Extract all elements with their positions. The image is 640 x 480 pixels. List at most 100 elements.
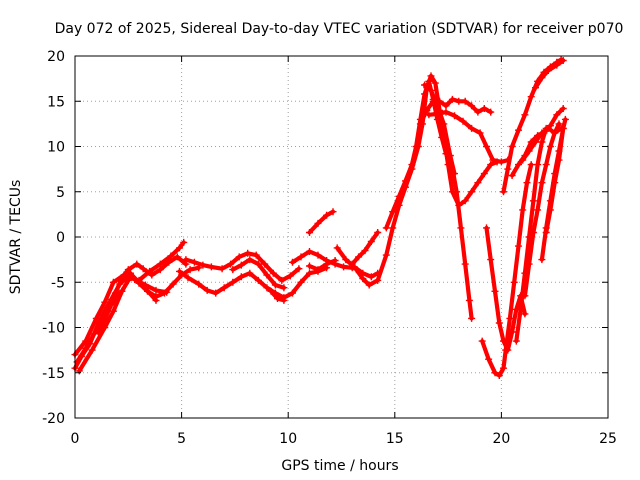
y-tick-label: -10 — [42, 321, 65, 337]
data-point-marker — [116, 280, 124, 288]
data-point-marker — [144, 287, 151, 295]
data-point-marker — [551, 129, 559, 137]
data-point-marker — [546, 143, 554, 150]
data-point-marker — [525, 147, 533, 155]
series-track-28 — [521, 120, 563, 300]
data-point-marker — [553, 61, 561, 69]
series-track-19 — [416, 95, 495, 128]
data-point-marker — [461, 97, 469, 105]
data-point-marker — [95, 329, 102, 337]
data-point-marker — [442, 102, 450, 110]
data-point-marker — [427, 72, 435, 80]
data-point-marker — [306, 248, 313, 255]
series-track-9 — [182, 249, 303, 284]
data-point-marker — [176, 244, 183, 252]
y-tick-label: 15 — [47, 94, 65, 110]
data-point-marker — [395, 192, 403, 200]
data-point-marker — [440, 120, 448, 128]
data-point-marker — [468, 124, 476, 132]
data-point-marker — [446, 152, 454, 160]
data-point-marker — [289, 258, 296, 266]
data-point-marker — [487, 256, 495, 264]
data-point-marker — [342, 256, 350, 264]
data-point-marker — [459, 117, 467, 125]
data-point-marker — [497, 158, 505, 166]
data-point-marker — [559, 124, 567, 132]
data-point-marker — [483, 224, 490, 232]
y-tick-label: 0 — [56, 230, 65, 246]
data-point-marker — [367, 238, 375, 245]
data-point-marker — [297, 253, 305, 261]
series-trace — [514, 126, 549, 344]
series-track-11 — [267, 287, 288, 304]
data-point-marker — [532, 138, 539, 146]
data-point-marker — [126, 269, 134, 277]
data-point-marker — [527, 93, 535, 101]
series-track-10 — [229, 256, 288, 292]
axis-ticks: 0 5 10 15 20 25 -20 -15 -10 -5 0 5 10 15 20 — [42, 49, 617, 447]
data-point-marker — [461, 260, 469, 268]
data-point-marker — [173, 253, 181, 261]
series-trace — [307, 209, 336, 235]
x-axis-label: GPS time / hours — [281, 458, 398, 474]
data-point-marker — [161, 289, 168, 297]
data-point-marker — [348, 260, 356, 268]
data-point-marker — [502, 346, 510, 354]
data-point-marker — [465, 296, 473, 304]
data-point-marker — [297, 278, 305, 286]
data-point-marker — [359, 275, 367, 283]
grid-lines — [75, 56, 608, 418]
data-point-marker — [551, 179, 559, 187]
series-track-23 — [478, 161, 535, 379]
data-point-marker — [508, 172, 516, 179]
data-point-marker — [101, 298, 109, 306]
data-point-marker — [263, 271, 271, 279]
series-track-31 — [532, 57, 567, 92]
data-point-marker — [186, 266, 194, 274]
series-track-5 — [95, 289, 124, 337]
data-point-marker — [561, 115, 569, 123]
data-point-marker — [261, 260, 269, 268]
data-point-marker — [92, 314, 100, 322]
data-point-marker — [427, 86, 435, 94]
data-point-marker — [269, 269, 277, 277]
data-point-marker — [402, 177, 409, 185]
data-point-marker — [274, 295, 281, 302]
data-point-marker — [421, 81, 429, 89]
x-tick-label: 25 — [599, 431, 617, 447]
data-point-marker — [515, 242, 522, 250]
data-point-marker — [101, 315, 109, 323]
data-point-marker — [361, 247, 369, 255]
data-point-marker — [314, 266, 322, 274]
data-point-marker — [176, 267, 183, 275]
data-point-marker — [246, 269, 254, 277]
series-track-21 — [421, 81, 476, 322]
data-point-marker — [374, 229, 382, 236]
data-point-marker — [331, 257, 339, 264]
data-point-marker — [124, 266, 132, 274]
data-point-marker — [527, 161, 535, 169]
data-point-marker — [195, 280, 203, 288]
data-point-marker — [421, 90, 429, 98]
data-point-marker — [235, 253, 243, 261]
data-point-marker — [382, 224, 390, 232]
series-track-8 — [176, 264, 331, 302]
data-point-marker — [559, 57, 567, 64]
data-point-marker — [500, 188, 507, 196]
data-point-marker — [365, 281, 373, 289]
data-point-marker — [271, 281, 279, 289]
data-point-marker — [227, 260, 235, 268]
data-point-marker — [314, 251, 322, 259]
data-point-marker — [542, 161, 550, 169]
data-point-marker — [280, 296, 288, 304]
y-tick-label: 5 — [56, 185, 65, 201]
data-point-marker — [433, 102, 441, 110]
data-point-marker — [82, 337, 90, 345]
data-point-marker — [146, 267, 154, 275]
data-point-marker — [448, 95, 456, 103]
data-point-marker — [199, 261, 207, 269]
data-point-marker — [280, 284, 288, 292]
data-point-marker — [286, 272, 294, 280]
data-point-marker — [529, 197, 537, 205]
data-point-marker — [116, 289, 124, 297]
